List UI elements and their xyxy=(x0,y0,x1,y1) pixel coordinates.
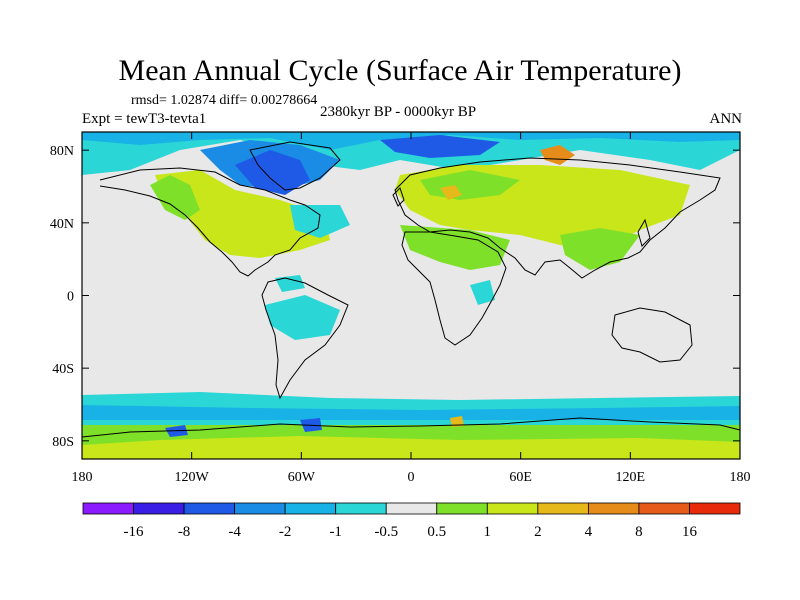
coast-greenland xyxy=(249,141,341,191)
colorbar-label: -16 xyxy=(124,524,144,540)
colorbar-swatch xyxy=(486,502,539,515)
colorbar-swatch xyxy=(183,502,236,515)
colorbar-swatch xyxy=(587,502,640,515)
season-label: ANN xyxy=(709,111,743,127)
shade-antarctic-yellowgreen xyxy=(82,436,740,459)
shade-north-america-green xyxy=(150,175,200,220)
colorbar: -16 -8 -4 -2 -1 -0.5 0.5 1 2 4 8 16 xyxy=(82,502,741,540)
stats-label: rmsd= 1.02874 diff= 0.00278664 xyxy=(131,93,318,108)
figure-title: Mean Annual Cycle (Surface Air Temperatu… xyxy=(118,54,682,87)
colorbar-label: -1 xyxy=(329,524,342,540)
shade-europe-orange xyxy=(440,185,462,200)
coast-africa xyxy=(401,231,507,346)
axis-labels: 180 120W 60W 0 60E 120E 180 80N 40N 0 40S 80S xyxy=(50,144,751,485)
shade-tropical-pacific xyxy=(275,275,305,292)
colorbar-label: 16 xyxy=(682,524,698,540)
y-tick-label: 40N xyxy=(50,217,74,232)
colorbar-label: 8 xyxy=(635,524,643,540)
colorbar-label: 0.5 xyxy=(427,524,446,540)
coast-australia xyxy=(611,307,693,363)
x-tick-label: 120W xyxy=(175,470,210,485)
shade-north-america xyxy=(155,170,330,258)
colorbar-label: -0.5 xyxy=(374,524,398,540)
coastlines xyxy=(82,141,740,438)
colorbar-label: 2 xyxy=(534,524,542,540)
shade-greenland-darkblue xyxy=(235,150,310,195)
y-tick-label: 40S xyxy=(52,362,74,377)
map-field xyxy=(82,132,740,459)
coast-eurasia xyxy=(394,157,721,279)
coast-japan xyxy=(637,218,651,247)
colorbar-swatch xyxy=(436,502,488,515)
shade-east-africa xyxy=(470,280,495,305)
colorbar-label: -4 xyxy=(228,524,241,540)
colorbar-label: -8 xyxy=(178,524,191,540)
x-tick-label: 60W xyxy=(288,470,316,485)
x-tick-label: 60E xyxy=(509,470,532,485)
colorbar-swatch xyxy=(537,502,589,515)
colorbar-label: -2 xyxy=(279,524,292,540)
period-label: 2380kyr BP - 0000kyr BP xyxy=(320,104,477,120)
colorbar-swatch xyxy=(638,502,690,515)
shade-antarctic-orange xyxy=(450,416,464,427)
colorbar-swatch xyxy=(133,502,185,515)
colorbar-swatch xyxy=(689,502,741,515)
coast-south-america xyxy=(261,277,349,400)
shade-arctic-lightblue xyxy=(82,132,740,150)
axis-ticks xyxy=(81,132,741,459)
y-tick-label: 80S xyxy=(52,435,74,450)
coast-uk xyxy=(392,187,405,207)
coast-north-america xyxy=(99,167,321,277)
colorbar-swatch xyxy=(335,502,387,515)
y-tick-label: 80N xyxy=(50,144,74,159)
experiment-label: Expt = tewT3-tevta1 xyxy=(82,111,207,127)
x-tick-label: 0 xyxy=(408,470,415,485)
colorbar-swatch xyxy=(385,502,438,515)
colorbar-swatch xyxy=(284,502,337,515)
colorbar-swatch xyxy=(82,502,134,515)
y-tick-label: 0 xyxy=(67,290,74,305)
shade-arctic-darkblue xyxy=(380,135,500,158)
colorbar-swatch xyxy=(234,502,286,515)
x-tick-label: 180 xyxy=(72,470,93,485)
shade-south-america xyxy=(265,295,340,340)
x-tick-label: 120E xyxy=(616,470,646,485)
shade-nw-atlantic xyxy=(290,205,350,238)
colorbar-label: 1 xyxy=(484,524,492,540)
shade-siberia-orange xyxy=(540,145,575,165)
coast-antarctica xyxy=(82,417,740,438)
x-tick-label: 180 xyxy=(730,470,751,485)
shade-southern-lightblue xyxy=(82,405,740,420)
colorbar-label: 4 xyxy=(585,524,593,540)
